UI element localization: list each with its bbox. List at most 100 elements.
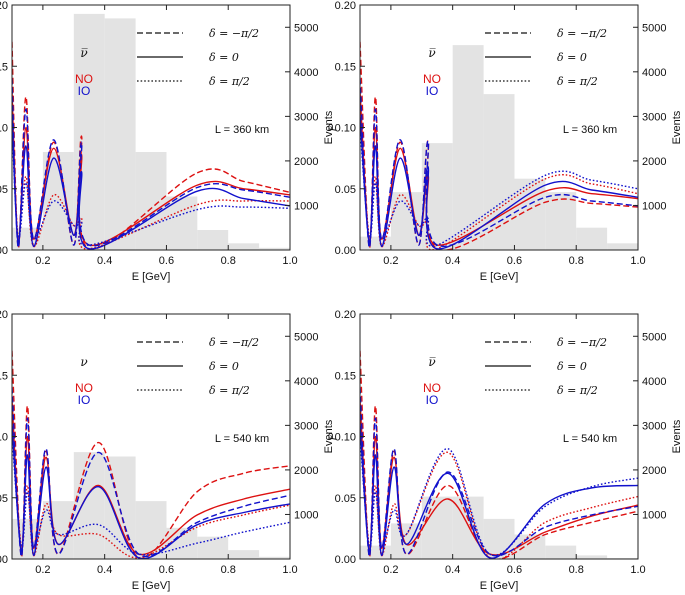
y2-axis-title: Events xyxy=(671,419,683,453)
baseline-label: L = 360 km xyxy=(563,124,617,136)
x-tick-label: 1.0 xyxy=(282,255,297,267)
baseline-label: L = 540 km xyxy=(215,433,269,445)
x-axis-title: E [GeV] xyxy=(132,580,171,592)
x-tick-label: 0.4 xyxy=(445,255,460,267)
legend-io: IO xyxy=(426,393,439,407)
y2-tick-label: 4000 xyxy=(642,376,666,388)
y2-tick-label: 2000 xyxy=(294,156,318,168)
y2-tick-label: 4000 xyxy=(294,67,318,79)
series-line xyxy=(360,127,638,247)
histogram-bar xyxy=(514,178,546,250)
y-tick-label: 0.00 xyxy=(0,245,8,257)
legend-label-dash: δ = −π/2 xyxy=(209,27,259,40)
histogram-bar xyxy=(73,452,105,559)
legend-no: NO xyxy=(75,72,93,86)
x-tick-label: 0.4 xyxy=(97,564,112,576)
x-tick-label: 0.8 xyxy=(569,255,584,267)
neutrino-label: ν̅ xyxy=(428,355,435,369)
y2-tick-label: 3000 xyxy=(294,420,318,432)
y-tick-label: 0.10 xyxy=(0,123,8,135)
y-tick-label: 0.10 xyxy=(335,432,356,444)
y-tick-label: 0.20 xyxy=(0,309,8,321)
y2-axis-title: Events xyxy=(323,110,335,144)
legend-no: NO xyxy=(75,381,93,395)
series-line xyxy=(360,424,638,559)
y-tick-label: 0.00 xyxy=(0,554,8,566)
y-tick-label: 0.10 xyxy=(335,123,356,135)
chart-panel-top-right: 0.2 0.4 0.6 0.8 1.0 0.00 0.05 0.10 0.15 0.20 1000 2… xyxy=(327,0,683,283)
y2-tick-label: 4000 xyxy=(642,67,666,79)
histogram-bar xyxy=(576,555,608,559)
x-tick-label: 0.2 xyxy=(35,564,50,576)
y-tick-label: 0.20 xyxy=(335,0,356,12)
y2-tick-label: 5000 xyxy=(294,22,318,34)
series-line xyxy=(12,127,290,246)
y-axis-title: P xyxy=(327,123,339,131)
histogram-bar xyxy=(104,18,136,251)
x-tick-label: 0.6 xyxy=(507,564,522,576)
y-tick-label: 0.10 xyxy=(0,432,8,444)
probability-curves xyxy=(360,41,638,250)
x-axis-title: E [GeV] xyxy=(480,580,519,592)
legend-no: NO xyxy=(423,381,441,395)
legend-label-dot: δ = π/2 xyxy=(557,75,598,88)
y2-tick-label: 1000 xyxy=(642,509,666,521)
neutrino-label: ν̅ xyxy=(80,46,87,60)
series-line xyxy=(12,436,290,556)
y2-tick-label: 2000 xyxy=(294,465,318,477)
y-tick-label: 0.15 xyxy=(0,61,8,73)
y2-tick-label: 3000 xyxy=(642,111,666,123)
series-line xyxy=(360,102,638,250)
y2-axis-title: Events xyxy=(671,110,683,144)
legend-io: IO xyxy=(78,84,91,98)
y2-axis-title: Events xyxy=(323,419,335,453)
x-axis-title: E [GeV] xyxy=(480,271,519,283)
histogram-bar xyxy=(607,243,638,250)
x-tick-label: 0.2 xyxy=(383,255,398,267)
histogram-bar xyxy=(135,152,167,250)
y2-tick-label: 1000 xyxy=(294,200,318,212)
histogram-bar xyxy=(197,536,229,559)
y-tick-label: 0.05 xyxy=(0,493,8,505)
y2-tick-label: 3000 xyxy=(294,111,318,123)
histogram-bar xyxy=(197,230,229,250)
histogram-bar xyxy=(259,247,290,250)
x-tick-label: 0.4 xyxy=(97,255,112,267)
probability-curves xyxy=(360,350,638,559)
y2-tick-label: 5000 xyxy=(294,331,318,343)
histogram-bar xyxy=(545,192,577,250)
y-tick-label: 0.15 xyxy=(0,370,8,382)
series-line xyxy=(12,102,290,250)
baseline-label: L = 540 km xyxy=(563,433,617,445)
x-tick-label: 0.6 xyxy=(159,255,174,267)
y-tick-label: 0.00 xyxy=(335,554,356,566)
y2-tick-label: 2000 xyxy=(642,156,666,168)
histogram-bar xyxy=(228,550,260,559)
legend-label-solid: δ = 0 xyxy=(557,51,587,64)
x-tick-label: 0.6 xyxy=(507,255,522,267)
chart-panel-top-left: 0.2 0.4 0.6 0.8 1.0 0.00 0.05 0.10 0.15 0.20 1000 2… xyxy=(0,0,335,283)
legend-io: IO xyxy=(426,84,439,98)
probability-curves xyxy=(12,350,290,559)
y2-tick-label: 1000 xyxy=(294,509,318,521)
y-tick-label: 0.15 xyxy=(335,61,356,73)
histogram-bar xyxy=(452,45,484,250)
x-tick-label: 0.4 xyxy=(445,564,460,576)
legend-label-solid: δ = 0 xyxy=(557,360,587,373)
histogram-bar xyxy=(483,518,515,559)
legend-label-dot: δ = π/2 xyxy=(209,384,250,397)
legend-label-dot: δ = π/2 xyxy=(209,75,250,88)
y-tick-label: 0.05 xyxy=(0,184,8,196)
x-tick-label: 0.2 xyxy=(383,564,398,576)
legend-label-solid: δ = 0 xyxy=(209,51,239,64)
neutrino-label: ν̅ xyxy=(428,46,435,60)
series-line xyxy=(360,411,638,559)
x-tick-label: 1.0 xyxy=(630,255,645,267)
y-tick-label: 0.00 xyxy=(335,245,356,257)
histogram-bar xyxy=(42,501,74,559)
x-tick-label: 0.8 xyxy=(221,564,236,576)
histogram-bar xyxy=(228,243,260,250)
x-tick-label: 1.0 xyxy=(282,564,297,576)
y2-tick-label: 5000 xyxy=(642,22,666,34)
